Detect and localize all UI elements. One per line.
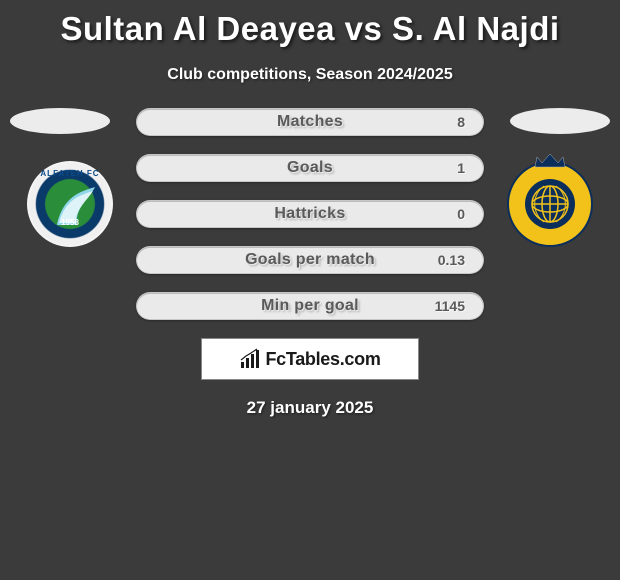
fctables-text: FcTables.com	[265, 349, 380, 370]
stat-label: Min per goal	[137, 297, 483, 315]
stat-label: Matches	[137, 113, 483, 131]
alfateh-year: 1958	[29, 218, 111, 227]
stat-row: Goals per match 0.13	[136, 246, 484, 274]
stat-row: Goals 1	[136, 154, 484, 182]
bar-chart-icon	[239, 348, 261, 370]
stat-label: Goals	[137, 159, 483, 177]
stat-value: 1	[457, 160, 465, 176]
alnassr-inner	[525, 179, 575, 229]
stat-label: Goals per match	[137, 251, 483, 269]
stat-row: Min per goal 1145	[136, 292, 484, 320]
stat-value: 0	[457, 206, 465, 222]
comparison-area: 1958 Matches 8	[0, 108, 620, 320]
globe-icon	[530, 184, 570, 224]
stat-rows: Matches 8 Goals 1 Hattricks 0 Goals per …	[136, 108, 484, 320]
fctables-brand: FcTables.com	[201, 338, 419, 380]
stat-value: 1145	[435, 298, 465, 314]
stat-value: 0.13	[438, 252, 465, 268]
date-text: 27 january 2025	[0, 398, 620, 418]
page-title: Sultan Al Deayea vs S. Al Najdi	[0, 0, 620, 48]
stat-label: Hattricks	[137, 205, 483, 223]
stat-row: Matches 8	[136, 108, 484, 136]
stat-row: Hattricks 0	[136, 200, 484, 228]
team-badge-right	[507, 161, 593, 247]
subtitle: Club competitions, Season 2024/2025	[0, 66, 620, 84]
crown-icon	[533, 153, 567, 169]
left-oval	[10, 108, 110, 134]
team-badge-left: 1958	[27, 161, 113, 247]
right-oval	[510, 108, 610, 134]
stat-value: 8	[457, 114, 465, 130]
